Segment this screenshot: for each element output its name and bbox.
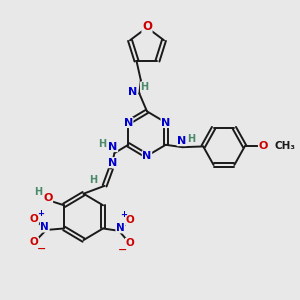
Text: O: O bbox=[30, 214, 38, 224]
Text: O: O bbox=[259, 141, 268, 152]
Text: O: O bbox=[125, 238, 134, 248]
Text: N: N bbox=[124, 118, 133, 128]
Text: +: + bbox=[37, 209, 44, 218]
Text: N: N bbox=[161, 118, 170, 128]
Text: N: N bbox=[116, 223, 125, 233]
Text: N: N bbox=[128, 87, 137, 97]
Text: H: H bbox=[90, 176, 98, 185]
Text: −: − bbox=[118, 245, 127, 255]
Text: N: N bbox=[177, 136, 187, 146]
Text: O: O bbox=[125, 214, 134, 224]
Text: N: N bbox=[108, 158, 117, 168]
Text: H: H bbox=[188, 134, 196, 144]
Text: O: O bbox=[30, 237, 38, 248]
Text: +: + bbox=[120, 210, 127, 219]
Text: −: − bbox=[37, 244, 46, 254]
Text: CH₃: CH₃ bbox=[275, 141, 296, 152]
Text: H: H bbox=[98, 139, 106, 149]
Text: H: H bbox=[34, 187, 42, 196]
Text: N: N bbox=[142, 151, 152, 161]
Text: H: H bbox=[140, 82, 148, 92]
Text: N: N bbox=[40, 222, 49, 232]
Text: N: N bbox=[108, 142, 118, 152]
Text: O: O bbox=[43, 193, 52, 202]
Text: O: O bbox=[142, 20, 152, 33]
